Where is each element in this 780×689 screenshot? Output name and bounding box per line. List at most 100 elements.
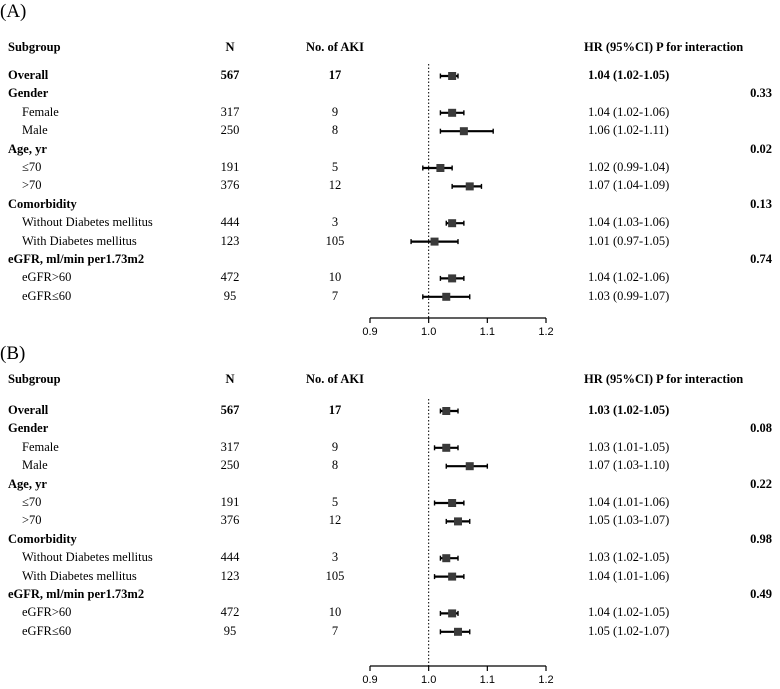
subgroup-label: ≤70 [22, 160, 42, 174]
aki-count: 8 [331, 123, 339, 138]
header-subgroup: Subgroup [8, 40, 61, 54]
hr-point-marker [442, 292, 451, 301]
hr-point-marker [448, 274, 457, 283]
header-p-interaction: P for interaction [656, 372, 744, 386]
hr-point-marker [448, 609, 457, 618]
subgroup-label: eGFR≤60 [22, 288, 72, 303]
x-tick-label: 1.1 [480, 674, 495, 686]
n-value: 567 [220, 403, 240, 417]
hr-ci-text: 1.03 (1.01-1.05) [588, 439, 670, 454]
aki-count: 7 [331, 288, 339, 303]
panel-b: (B) Subgroup N No. of AKI HR (95%CI) P f… [0, 342, 780, 689]
x-tick-label: 1.0 [421, 674, 436, 686]
hr-ci-text: 1.03 (1.02-1.05) [588, 550, 670, 565]
p-interaction-value: 0.13 [750, 196, 772, 211]
n-value: 376 [220, 178, 240, 193]
header-hr: HR (95%CI) [584, 372, 654, 386]
header-aki: No. of AKI [306, 372, 364, 386]
x-tick-label: 1.0 [421, 326, 436, 338]
aki-count: 3 [331, 215, 339, 230]
forest-plot: 0.9 1.0 1.1 1.2 [362, 399, 554, 686]
subgroup-label: Age, yr [8, 476, 47, 491]
header-aki: No. of AKI [306, 40, 364, 54]
hr-ci-text: 1.04 (1.01-1.06) [588, 568, 670, 583]
subgroup-label: With Diabetes mellitus [22, 233, 137, 248]
aki-count: 17 [328, 403, 342, 417]
p-interaction-value: 0.33 [750, 86, 772, 101]
aki-count: 7 [331, 623, 339, 638]
p-interaction-value: 0.98 [750, 531, 772, 546]
hr-ci-text: 1.04 (1.02-1.06) [588, 270, 670, 285]
panel-label: (B) [0, 343, 26, 364]
x-tick-label: 1.2 [538, 674, 553, 686]
subgroup-label: Female [22, 104, 59, 119]
x-tick-label: 1.1 [480, 326, 495, 338]
header-p-interaction: P for interaction [656, 40, 744, 54]
subgroup-label: Comorbidity [8, 196, 77, 211]
hr-point-marker [465, 182, 474, 191]
hr-point-marker [448, 108, 457, 117]
aki-count: 105 [325, 568, 345, 583]
hr-point-marker [465, 462, 474, 471]
n-value: 250 [220, 458, 240, 473]
n-value: 123 [220, 233, 240, 248]
aki-count: 5 [331, 495, 339, 509]
hr-ci-text: 1.04 (1.02-1.05) [588, 605, 670, 620]
aki-count: 12 [328, 178, 342, 193]
hr-point-marker [442, 407, 451, 415]
n-value: 444 [220, 215, 240, 230]
n-value: 472 [220, 270, 240, 285]
hr-ci-text: 1.03 (0.99-1.07) [588, 288, 670, 303]
n-value: 376 [220, 513, 240, 528]
hr-point-marker [448, 72, 457, 80]
aki-count: 105 [325, 233, 345, 248]
forest-plot: 0.9 1.0 1.1 1.2 [362, 64, 554, 338]
p-interaction-value: 0.22 [750, 476, 772, 491]
hr-ci-text: 1.01 (0.97-1.05) [588, 233, 670, 248]
aki-count: 3 [331, 550, 339, 565]
header-n: N [225, 40, 235, 54]
subgroup-label: >70 [22, 513, 42, 528]
n-value: 444 [220, 550, 240, 565]
p-interaction-value: 0.74 [750, 252, 772, 266]
n-value: 95 [223, 623, 237, 638]
hr-point-marker [459, 127, 468, 136]
subgroup-label: Male [22, 458, 48, 473]
subgroup-label: Comorbidity [8, 531, 77, 546]
hr-point-marker [430, 237, 439, 246]
subgroup-label: eGFR>60 [22, 270, 72, 285]
aki-count: 9 [331, 439, 339, 454]
x-tick-label: 0.9 [362, 326, 377, 338]
hr-ci-text: 1.04 (1.02-1.05) [588, 68, 670, 82]
hr-point-marker [442, 554, 451, 563]
n-value: 567 [220, 68, 240, 82]
subgroup-label: Overall [8, 403, 49, 417]
subgroup-label: Without Diabetes mellitus [22, 215, 153, 230]
subgroup-label: eGFR, ml/min per1.73m2 [8, 587, 145, 601]
hr-ci-text: 1.04 (1.03-1.06) [588, 215, 670, 230]
hr-point-marker [448, 219, 457, 228]
aki-count: 5 [331, 160, 339, 174]
subgroup-label: eGFR≤60 [22, 623, 72, 638]
subgroup-label: eGFR>60 [22, 605, 72, 620]
aki-count: 10 [328, 270, 342, 285]
x-tick-label: 0.9 [362, 674, 377, 686]
subgroup-label: Gender [8, 86, 49, 101]
header-hr: HR (95%CI) [584, 40, 654, 54]
aki-count: 12 [328, 513, 342, 528]
hr-point-marker [454, 517, 462, 526]
header-subgroup: Subgroup [8, 372, 61, 386]
n-value: 191 [220, 495, 240, 509]
subgroup-label: Gender [8, 421, 49, 436]
hr-ci-text: 1.05 (1.02-1.07) [588, 623, 670, 638]
hr-point-marker [442, 443, 451, 452]
subgroup-label: Overall [8, 68, 49, 82]
aki-count: 8 [331, 458, 339, 473]
aki-count: 9 [331, 104, 339, 119]
hr-ci-text: 1.06 (1.02-1.11) [588, 123, 669, 138]
hr-ci-text: 1.07 (1.03-1.10) [588, 458, 670, 473]
hr-ci-text: 1.04 (1.02-1.06) [588, 104, 670, 119]
n-value: 95 [223, 288, 237, 303]
hr-point-marker [454, 627, 462, 636]
